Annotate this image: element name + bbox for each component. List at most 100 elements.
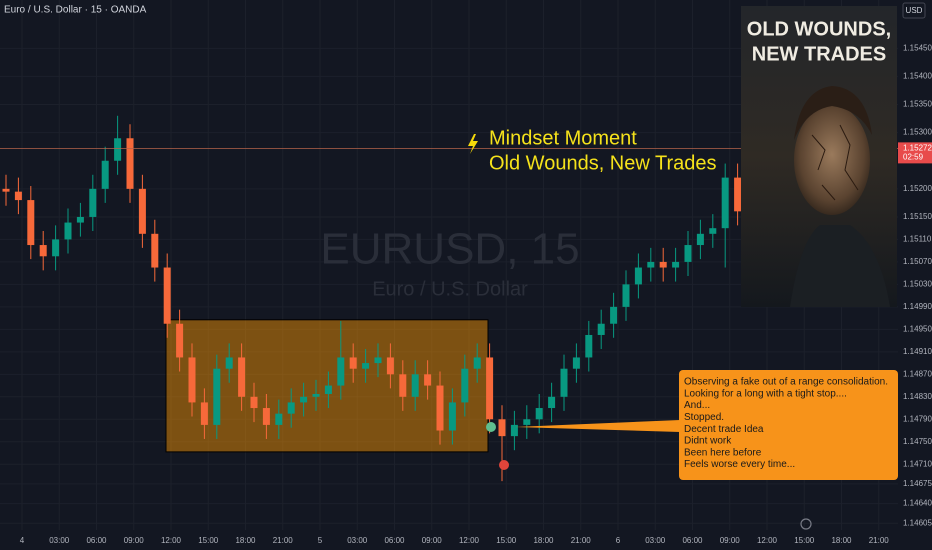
replay-icon[interactable] (800, 518, 812, 530)
candle-body (200, 402, 208, 425)
candle-body (300, 396, 308, 403)
icon[interactable] (800, 518, 812, 530)
candle-body (39, 245, 47, 257)
y-tick-label: 1.14750 (903, 437, 932, 446)
x-tick-label: 18:00 (831, 536, 852, 545)
y-tick-label: 1.15030 (903, 279, 932, 288)
stop-marker (499, 460, 509, 470)
y-tick-label: 1.14710 (903, 459, 932, 468)
watermark: EURUSD, 15 (320, 225, 579, 274)
candle-body (188, 357, 196, 403)
annotation-title: Mindset Moment (489, 127, 637, 149)
poster: OLD WOUNDS, NEW TRADES (741, 6, 897, 307)
x-axis: 4 03:00 06:00 09:00 12:00 15:00 18:00 21:00 5 03:… (20, 536, 890, 545)
candle-body (647, 261, 655, 268)
candle-body (76, 216, 84, 223)
callout-line: And... (684, 400, 710, 411)
x-tick-label: 12:00 (459, 536, 480, 545)
y-tick-label: 1.14910 (903, 347, 932, 356)
poster-cracks (811, 124, 859, 201)
x-tick-label: 18:00 (533, 536, 554, 545)
candle-body (2, 188, 10, 192)
candle-body (27, 200, 35, 246)
candle-body (324, 385, 332, 394)
x-tick-label: 4 (20, 536, 25, 545)
candle-body (275, 413, 283, 425)
candle-body (572, 357, 580, 369)
y-tick-label: 1.14830 (903, 392, 932, 401)
x-tick-label: 09:00 (422, 536, 443, 545)
x-tick-label: 21:00 (571, 536, 592, 545)
currency-box[interactable] (902, 2, 926, 19)
candle-body (14, 191, 22, 201)
x-tick-label: 15:00 (794, 536, 815, 545)
candle-body (585, 334, 593, 358)
price-axis (898, 0, 932, 530)
candle-body (337, 357, 345, 386)
candle-body (523, 419, 531, 425)
candle-body (684, 245, 692, 262)
countdown-label: 02:59 (903, 152, 924, 161)
candle-body (176, 323, 184, 358)
candle-body (399, 374, 407, 397)
symbol-title[interactable]: Euro / U.S. Dollar · 15 · OANDA (4, 5, 147, 16)
y-tick-label: 1.15400 (903, 72, 932, 81)
callout-pointer (515, 420, 680, 432)
y-tick-label: 1.15300 (903, 128, 932, 137)
candle-body (597, 323, 605, 335)
x-tick-label: 6 (616, 536, 621, 545)
x-tick-label: 03:00 (49, 536, 70, 545)
candle-body (362, 363, 370, 369)
x-tick-label: 21:00 (869, 536, 890, 545)
y-tick-label: 1.15150 (903, 212, 932, 221)
candle-body (634, 267, 642, 285)
candle-body (486, 357, 494, 420)
callout-line: Didnt work (684, 436, 732, 447)
x-tick-label: 03:00 (347, 536, 368, 545)
callout: Observing a fake out of a range consolid… (515, 370, 898, 480)
candle-body (225, 357, 233, 369)
candle-body (448, 402, 456, 431)
candle-body (52, 239, 60, 257)
watermark-subtitle: Euro / U.S. Dollar (372, 278, 528, 300)
callout-line: Observing a fake out of a range consolid… (684, 377, 888, 388)
current-price-label: 1.15272 (903, 143, 932, 152)
y-tick-label: 1.14870 (903, 369, 932, 378)
x-tick-label: 09:00 (124, 536, 145, 545)
callout-line: Decent trade Idea (684, 424, 764, 435)
candle-body (114, 138, 122, 161)
x-tick-label: 12:00 (757, 536, 778, 545)
candle-body (262, 408, 270, 425)
callout-line: Feels worse every time... (684, 459, 795, 470)
x-tick-label: 09:00 (720, 536, 741, 545)
candle-body (709, 228, 717, 234)
lightning-icon (468, 134, 478, 154)
candle-body (560, 368, 568, 397)
callout-line: Been here before (684, 447, 762, 458)
y-tick-label: 1.15070 (903, 257, 932, 266)
x-tick-label: 18:00 (235, 536, 256, 545)
candle-body (151, 233, 159, 268)
candle-body (64, 222, 72, 240)
annotation-subtitle: Old Wounds, New Trades (489, 152, 717, 174)
candle-body (659, 261, 667, 268)
x-tick-label: 06:00 (682, 536, 703, 545)
x-tick-label: 15:00 (198, 536, 219, 545)
candle-body (213, 368, 221, 425)
candle-body (461, 368, 469, 403)
candle-body (610, 306, 618, 324)
poster-face (794, 105, 870, 215)
callout-line: Looking for a long with a tight stop.... (684, 388, 847, 399)
candle-body (411, 374, 419, 397)
x-tick-label: 21:00 (273, 536, 294, 545)
poster-title: OLD WOUNDS, (747, 18, 891, 40)
price-label-bg (898, 142, 932, 164)
candle-body (101, 160, 109, 189)
y-tick-label: 1.15450 (903, 43, 932, 52)
callout-box (679, 370, 898, 480)
x-tick-label: 12:00 (161, 536, 182, 545)
candle-body (312, 393, 320, 397)
candle-body (436, 385, 444, 431)
candle-body (349, 357, 357, 369)
